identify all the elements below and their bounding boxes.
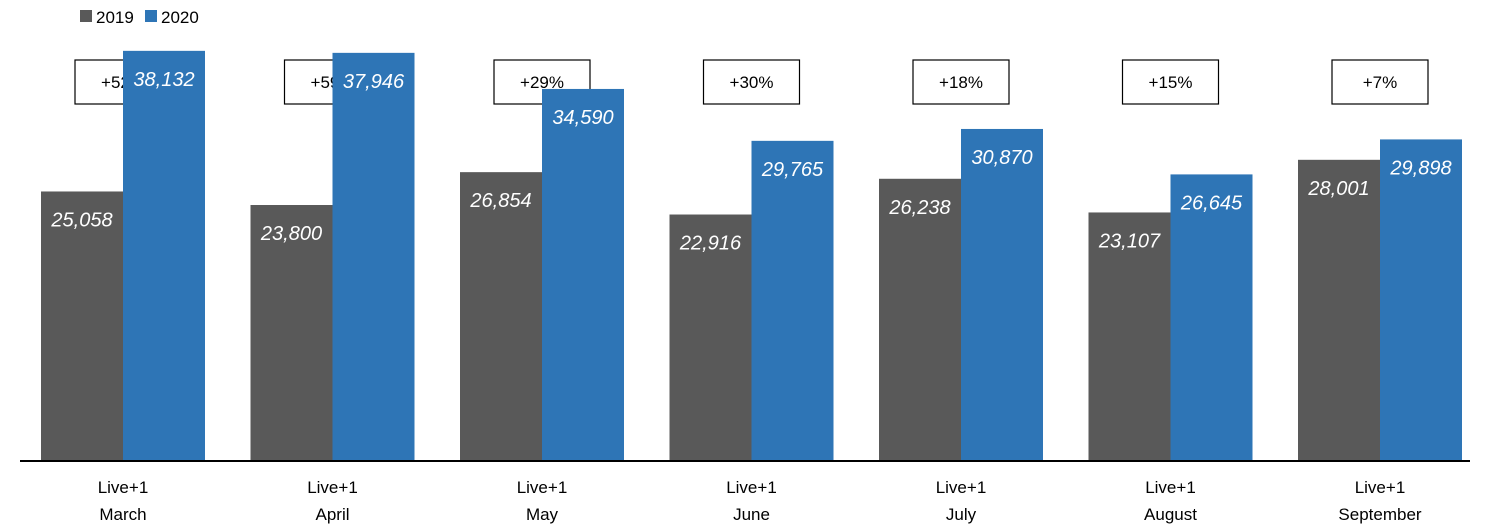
data-label-2020-4: 30,870 (971, 147, 1032, 169)
tick-label-2-line-0: Live+1 (517, 478, 568, 497)
data-label-2019-1: 23,800 (260, 223, 322, 245)
change-annotations: +52%+59%+29%+30%+18%+15%+7% (74, 59, 1429, 105)
change-label-2: +29% (520, 73, 564, 92)
bar-2019-6 (1298, 159, 1380, 461)
tick-label-3-line-1: June (733, 505, 770, 524)
bar-2020-6 (1380, 139, 1462, 462)
data-label-2019-0: 25,058 (50, 209, 112, 231)
data-labels: 25,058 38,132 23,800 37,946 26,854 34,590 22,9… (50, 69, 1451, 255)
bar-2019-1 (250, 205, 333, 461)
bar-2020-4 (961, 128, 1043, 461)
change-box-3 (702, 59, 801, 105)
data-label-2019-5: 23,107 (1098, 230, 1161, 252)
tick-label-5-line-1: August (1144, 505, 1197, 524)
bar-2019-0 (41, 191, 123, 462)
data-label-2020-1: 37,946 (343, 71, 405, 93)
data-label-2019-4: 26,238 (888, 197, 950, 219)
data-label-2020-5: 26,645 (1180, 192, 1243, 214)
tick-label-3-line-0: Live+1 (726, 478, 777, 497)
change-label-5: +15% (1149, 73, 1193, 92)
data-label-2019-3: 22,916 (679, 233, 742, 255)
change-box-6 (1331, 59, 1429, 105)
data-label-2020-6: 29,898 (1389, 157, 1451, 179)
bar-2020-5 (1170, 174, 1253, 461)
legend-swatch-2019 (80, 10, 92, 22)
x-axis-tick-labels: Live+1 March Live+1 April Live+1 May Live+1 Jun… (98, 478, 1422, 524)
bar-2020-1 (332, 52, 415, 461)
bar-2020-0 (123, 50, 205, 462)
tick-label-0-line-1: March (99, 505, 146, 524)
tick-label-1-line-0: Live+1 (307, 478, 358, 497)
bar-2019-4 (879, 178, 961, 462)
data-label-2019-6: 28,001 (1307, 178, 1369, 200)
bar-2019-3 (669, 214, 752, 461)
tick-label-6-line-0: Live+1 (1355, 478, 1406, 497)
change-box-4 (912, 59, 1010, 105)
change-label-6: +7% (1363, 73, 1398, 92)
bar-2019-5 (1088, 212, 1171, 461)
data-label-2020-0: 38,132 (133, 69, 194, 91)
tick-label-4-line-1: July (946, 505, 977, 524)
bars (41, 50, 1462, 462)
bar-2020-2 (542, 88, 624, 461)
tick-label-6-line-1: September (1338, 505, 1421, 524)
tick-label-2-line-1: May (526, 505, 559, 524)
tick-label-1-line-1: April (315, 505, 349, 524)
change-label-4: +18% (939, 73, 983, 92)
tick-label-0-line-0: Live+1 (98, 478, 149, 497)
data-label-2020-2: 34,590 (552, 107, 613, 129)
tick-label-4-line-0: Live+1 (936, 478, 987, 497)
tick-label-5-line-0: Live+1 (1145, 478, 1196, 497)
change-box-5 (1121, 59, 1220, 105)
legend-swatch-2020 (145, 10, 157, 22)
bar-2020-3 (751, 140, 834, 461)
legend-label-2020: 2020 (161, 8, 199, 27)
bar-2019-2 (460, 172, 542, 461)
change-label-3: +30% (730, 73, 774, 92)
data-label-2020-3: 29,765 (761, 159, 824, 181)
legend: 2019 2020 (80, 8, 199, 27)
data-label-2019-2: 26,854 (469, 190, 531, 212)
legend-label-2019: 2019 (96, 8, 134, 27)
